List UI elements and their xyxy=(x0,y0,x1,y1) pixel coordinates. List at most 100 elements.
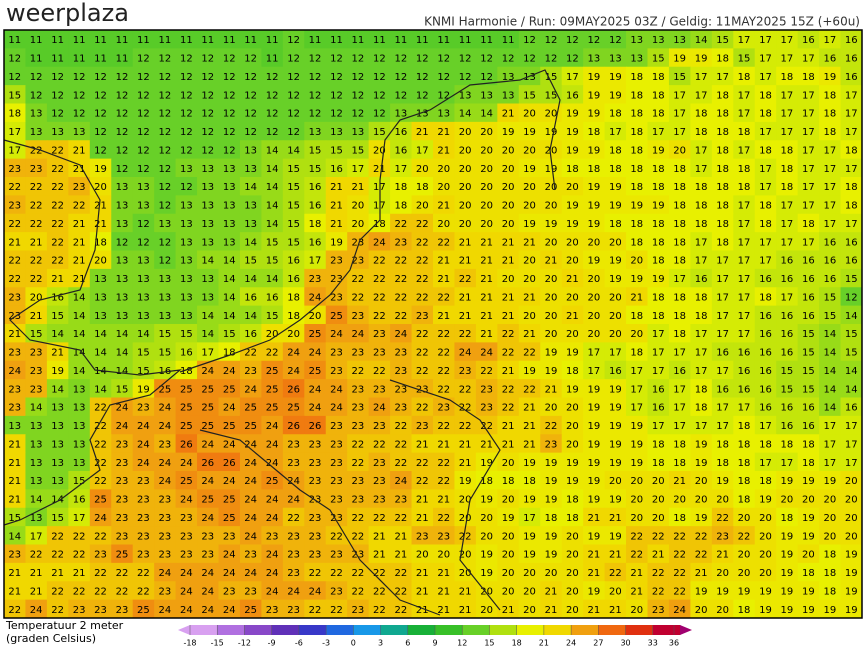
temperature-cell xyxy=(711,324,734,343)
temperature-cell xyxy=(604,195,627,215)
temperature-label: 17 xyxy=(716,329,729,340)
temperature-label: 17 xyxy=(673,384,686,395)
temperature-cell xyxy=(261,158,284,178)
temperature-cell xyxy=(475,526,498,545)
temperature-cell xyxy=(368,526,391,545)
temperature-label: 23 xyxy=(309,274,322,285)
temperature-cell xyxy=(111,121,134,141)
temperature-label: 17 xyxy=(759,35,772,46)
temperature-cell xyxy=(497,195,520,215)
temperature-cell xyxy=(111,103,134,123)
temperature-label: 18 xyxy=(609,145,622,156)
temperature-label: 12 xyxy=(51,72,64,83)
temperature-label: 21 xyxy=(459,237,472,248)
colorbar-segment xyxy=(217,625,245,635)
temperature-cell xyxy=(368,158,391,178)
temperature-label: 24 xyxy=(309,348,322,359)
temperature-label: 25 xyxy=(244,421,257,432)
temperature-cell xyxy=(497,103,520,123)
temperature-label: 22 xyxy=(394,586,407,597)
temperature-cell xyxy=(175,379,198,398)
temperature-cell xyxy=(497,507,520,527)
temperature-cell xyxy=(132,452,155,472)
temperature-cell xyxy=(218,544,241,564)
temperature-cell xyxy=(368,232,391,251)
temperature-label: 26 xyxy=(223,458,236,469)
temperature-label: 23 xyxy=(8,550,21,561)
temperature-label: 13 xyxy=(223,182,236,193)
temperature-cell xyxy=(840,66,863,86)
temperature-cell xyxy=(604,213,627,233)
temperature-label: 20 xyxy=(566,568,579,579)
temperature-label: 17 xyxy=(716,311,729,322)
temperature-label: 13 xyxy=(51,403,64,414)
temperature-label: 20 xyxy=(566,329,579,340)
temperature-cell xyxy=(325,452,348,472)
temperature-cell xyxy=(647,305,670,325)
temperature-label: 22 xyxy=(244,348,257,359)
temperature-cell xyxy=(475,213,498,233)
temperature-label: 12 xyxy=(137,54,150,65)
temperature-cell xyxy=(690,415,713,435)
temperature-label: 12 xyxy=(223,127,236,138)
temperature-label: 11 xyxy=(51,54,64,65)
temperature-label: 13 xyxy=(459,90,472,101)
temperature-label: 24 xyxy=(244,439,257,450)
temperature-cell xyxy=(175,507,198,527)
temperature-label: 17 xyxy=(802,109,815,120)
temperature-cell xyxy=(325,195,348,215)
temperature-label: 12 xyxy=(201,90,214,101)
temperature-cell xyxy=(304,562,327,582)
temperature-label: 20 xyxy=(759,568,772,579)
temperature-label: 18 xyxy=(716,219,729,230)
temperature-label: 22 xyxy=(73,531,86,542)
temperature-label: 21 xyxy=(609,605,622,616)
temperature-label: 13 xyxy=(30,476,43,487)
temperature-label: 20 xyxy=(566,586,579,597)
temperature-label: 16 xyxy=(802,421,815,432)
temperature-label: 17 xyxy=(781,127,794,138)
temperature-label: 16 xyxy=(330,164,343,175)
temperature-label: 17 xyxy=(609,127,622,138)
temperature-label: 12 xyxy=(287,109,300,120)
temperature-label: 11 xyxy=(244,35,257,46)
temperature-cell xyxy=(325,562,348,582)
temperature-cell xyxy=(89,305,112,325)
temperature-cell xyxy=(325,85,348,104)
temperature-label: 20 xyxy=(588,311,601,322)
temperature-label: 22 xyxy=(30,274,43,285)
temperature-cell xyxy=(89,121,112,141)
temperature-label: 18 xyxy=(738,164,751,175)
temperature-label: 18 xyxy=(287,311,300,322)
temperature-label: 24 xyxy=(673,605,686,616)
temperature-label: 20 xyxy=(673,145,686,156)
temperature-label: 21 xyxy=(8,586,21,597)
temperature-label: 22 xyxy=(116,568,129,579)
temperature-label: 14 xyxy=(223,311,236,322)
temperature-label: 13 xyxy=(116,292,129,303)
temperature-label: 23 xyxy=(309,476,322,487)
temperature-cell xyxy=(690,581,713,601)
temperature-label: 18 xyxy=(652,311,665,322)
temperature-cell xyxy=(239,121,262,141)
temperature-cell xyxy=(776,324,799,343)
temperature-label: 16 xyxy=(180,348,193,359)
temperature-cell xyxy=(626,250,648,270)
temperature-cell xyxy=(368,250,391,270)
temperature-cell xyxy=(647,379,670,398)
temperature-label: 24 xyxy=(223,439,236,450)
temperature-label: 17 xyxy=(781,54,794,65)
temperature-cell xyxy=(132,140,155,160)
temperature-cell xyxy=(282,48,305,68)
temperature-label: 20 xyxy=(716,568,729,579)
temperature-label: 12 xyxy=(180,72,193,83)
temperature-label: 18 xyxy=(673,513,686,524)
temperature-label: 11 xyxy=(8,35,21,46)
temperature-cell xyxy=(626,85,648,104)
temperature-cell xyxy=(304,250,327,270)
temperature-cell xyxy=(776,30,799,49)
temperature-cell xyxy=(368,48,391,68)
temperature-label: 18 xyxy=(673,256,686,267)
temperature-label: 18 xyxy=(759,109,772,120)
temperature-cell xyxy=(347,268,370,288)
